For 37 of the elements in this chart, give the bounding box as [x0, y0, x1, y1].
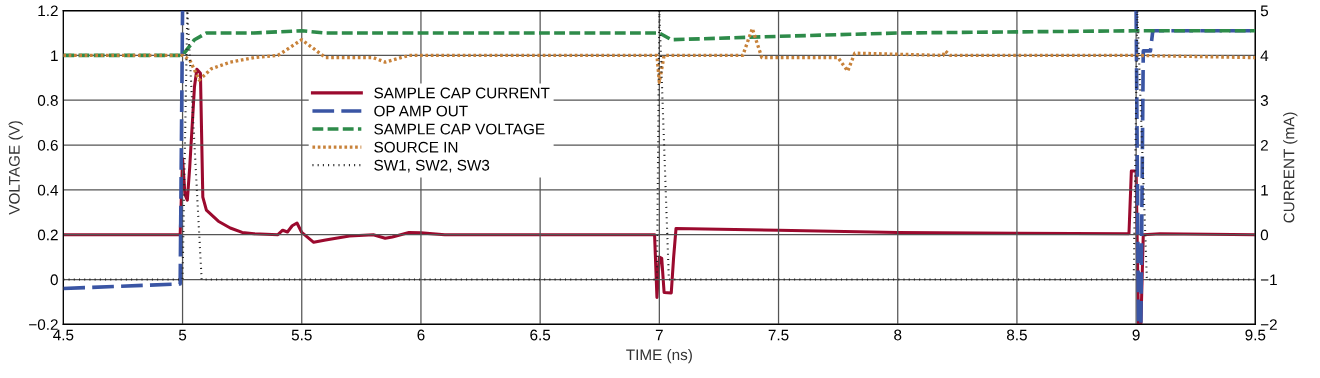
x-tick-label: 7.5 — [768, 329, 789, 341]
y-tick-label: −0.2 — [29, 319, 58, 331]
y2-tick-label: 0 — [1260, 229, 1269, 241]
y2-axis-title: CURRENT (mA) — [1283, 112, 1298, 223]
y2-tick-label: 2 — [1260, 139, 1268, 151]
legend-label: SOURCE IN — [374, 141, 458, 153]
line-series — [63, 26, 1256, 84]
x-tick-label: 5 — [178, 329, 187, 341]
x-tick-label: 6 — [417, 329, 425, 341]
x-tick-label: 7 — [655, 329, 663, 341]
legend-label: SAMPLE CAP VOLTAGE — [374, 123, 545, 135]
x-tick-label: 6.5 — [530, 329, 551, 341]
y2-tick-label: 4 — [1260, 50, 1269, 61]
y-tick-label: 0.6 — [37, 139, 58, 151]
y-tick-label: 0.4 — [37, 184, 59, 196]
legend-label: SW1, SW2, SW3 — [374, 159, 490, 173]
y2-tick-label: 1 — [1261, 184, 1268, 196]
y-tick-label: 0.8 — [37, 95, 58, 106]
y-axis-title: VOLTAGE (V) — [8, 121, 23, 215]
legend-label: SAMPLE CAP CURRENT — [374, 87, 550, 99]
x-tick-label: 9.5 — [1245, 329, 1266, 341]
y-tick-label: 1.2 — [38, 5, 58, 17]
x-tick-label: 9 — [1132, 329, 1140, 341]
y2-tick-label: 3 — [1260, 95, 1269, 106]
y2-tick-label: 5 — [1260, 5, 1269, 17]
y2-tick-label: −2 — [1260, 319, 1277, 330]
x-axis-title: TIME (ns) — [626, 348, 692, 364]
x-tick-label: 8 — [894, 329, 902, 341]
y-tick-label: 0.2 — [37, 229, 58, 241]
line-series — [63, 28, 1256, 58]
x-tick-label: 5.5 — [291, 329, 312, 341]
y-tick-label: 0 — [50, 274, 58, 286]
y-tick-label: 1 — [51, 50, 58, 61]
x-tick-label: 8.5 — [1006, 329, 1027, 341]
x-tick-label: 4.5 — [53, 329, 74, 341]
legend-label: OP AMP OUT — [374, 105, 468, 117]
y2-tick-label: −1 — [1260, 274, 1277, 286]
